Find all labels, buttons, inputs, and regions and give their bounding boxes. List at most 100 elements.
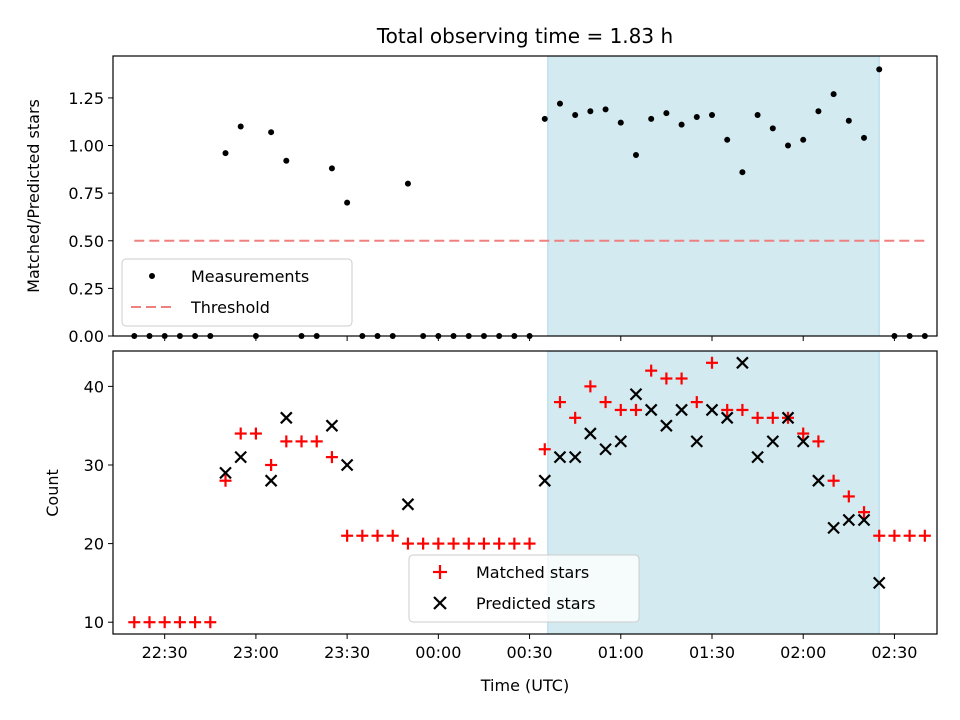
measurement-point [237,123,244,130]
x-tick-label: 00:30 [507,643,553,662]
predicted-star-point [644,403,658,417]
matched-star-point [356,529,369,542]
measurement-point [861,134,868,141]
measurement-point [404,180,411,187]
predicted-stars-points [219,356,886,590]
matched-star-point [797,427,810,440]
matched-star-point [705,356,718,369]
predicted-star-point [340,458,354,472]
x-axis-label: Time (UTC) [480,676,569,695]
matched-star-point [675,372,688,385]
x-tick-label: 23:00 [233,643,279,662]
matched-star-point [401,537,414,550]
predicted-star-point [766,435,780,448]
measurement-point [283,157,290,164]
measurement-point [587,108,594,115]
predicted-star-point [629,387,643,401]
measurement-point [222,150,229,157]
matched-star-point [812,435,825,448]
matched-star-point [508,537,521,550]
matched-star-point [295,435,308,448]
matched-star-point [341,529,354,542]
legend-matched-marker [433,565,447,579]
y-tick-label: 0.50 [68,232,104,251]
top-axes-frame [112,55,938,337]
y-tick-label: 10 [84,613,104,632]
matched-star-point [523,537,536,550]
matched-star-point [371,529,384,542]
top-y-axis-ticks: 0.00 0.25 0.50 0.75 1.00 1.25 [68,89,113,346]
matched-star-point [310,435,323,448]
matched-star-point [447,537,460,550]
matched-star-point [553,396,566,409]
measurement-point [268,129,275,136]
measurement-point [693,113,700,120]
predicted-star-point [234,450,247,464]
matched-star-point [432,537,445,550]
x-tick-label: 01:00 [598,643,644,662]
measurement-point [663,110,670,117]
measurement-point [602,106,609,113]
matched-star-point [249,427,262,440]
legend-predicted-marker [433,596,447,610]
predicted-star-point [401,498,415,511]
observing-window-span [547,55,880,337]
predicted-star-point [280,411,293,425]
matched-star-point [721,403,734,416]
x-tick-label: 22:30 [142,643,188,662]
matched-star-point [614,403,627,416]
predicted-star-point [720,411,734,425]
matched-star-point [189,616,202,629]
matched-star-point [325,451,338,464]
matched-star-point [584,380,597,393]
measurement-point [876,66,883,73]
measurement-point [769,125,776,132]
matched-star-point [842,490,855,503]
matched-star-point [234,427,247,440]
predicted-star-point [751,450,764,464]
bottom-panel: 10 20 30 40 22:30 23:00 23:30 00:00 00:30 01:00 0… [43,350,938,695]
predicted-star-point [325,419,339,432]
y-tick-label: 0.25 [68,279,104,298]
bottom-y-axis-label: Count [43,469,62,517]
matched-star-point [858,506,871,519]
bottom-y-axis-ticks: 10 20 30 40 [84,377,113,632]
measurement-point [632,152,639,159]
top-panel: 0.00 0.25 0.50 0.75 1.00 1.25 Total observing… [24,24,938,346]
top-y-axis-label: Matched/Predicted stars [24,99,43,293]
matched-star-point [888,529,901,542]
predicted-star-point [553,450,567,464]
matched-star-point [751,411,764,424]
predicted-star-point [690,435,704,448]
matched-star-point [386,529,399,542]
measurement-point [648,115,655,122]
measurement-point [572,112,579,119]
bottom-legend-box [408,554,640,623]
matched-star-point [462,537,475,550]
measurement-point [344,199,351,206]
matched-star-point [903,529,916,542]
y-tick-label: 0.00 [68,327,104,346]
matched-star-point [873,529,886,542]
measurement-point [678,121,685,128]
legend-predicted-label: Predicted stars [476,594,596,613]
measurement-point [724,136,731,143]
y-tick-label: 40 [84,377,104,396]
top-x-axis-ticks [164,336,895,341]
matched-star-point [918,529,931,542]
predicted-star-point [568,450,582,464]
matched-star-point [204,616,217,629]
measurement-point [556,100,563,107]
predicted-star-point [796,435,810,448]
measurement-point [830,91,837,98]
chart-title: Total observing time = 1.83 h [376,24,673,48]
x-tick-label: 23:30 [324,643,370,662]
legend-measurements-marker [149,273,155,279]
predicted-star-point [538,474,552,487]
top-legend: Measurements Threshold [121,258,353,327]
predicted-star-point [781,411,795,425]
predicted-star-point [857,513,871,527]
x-tick-label: 00:00 [415,643,461,662]
bottom-axes-frame [112,350,938,635]
